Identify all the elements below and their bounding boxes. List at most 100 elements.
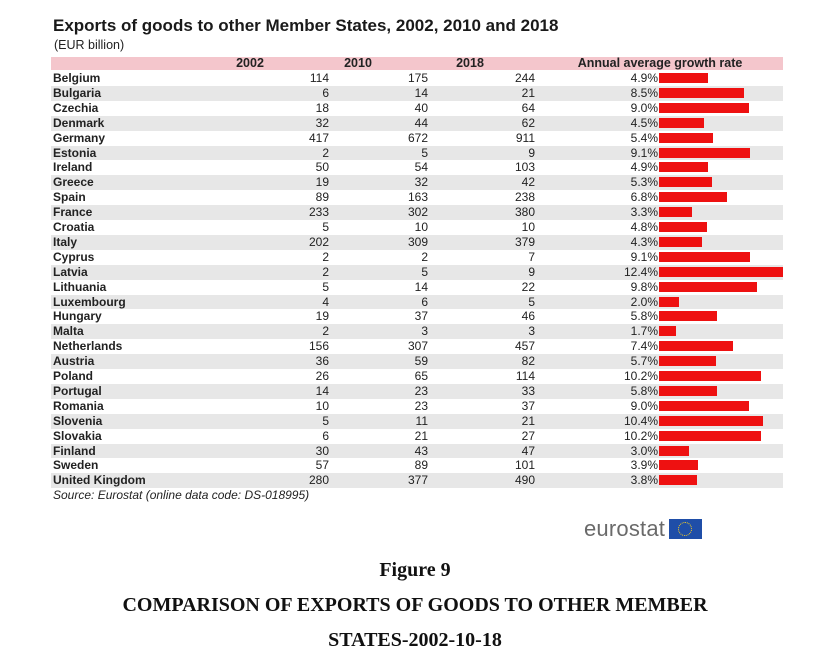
value-2010: 54	[414, 160, 428, 175]
country-label: Luxembourg	[53, 294, 126, 309]
header-2002: 2002	[236, 56, 264, 70]
growth-label: 4.8%	[630, 220, 658, 234]
table-row: Croatia 5 10 10 4.8%	[51, 220, 783, 235]
country-label: Latvia	[53, 264, 88, 279]
value-2018: 22	[521, 279, 535, 294]
growth-bar	[659, 385, 717, 396]
logo-text: eurostat	[584, 516, 666, 541]
growth-label: 10.2%	[623, 428, 658, 443]
value-2010: 21	[414, 428, 428, 443]
value-2002: 2	[322, 145, 329, 160]
country-label: United Kingdom	[53, 473, 146, 488]
table-row: Spain 89 163 238 6.8%	[51, 190, 783, 205]
table-row: Portugal 14 23 33 5.8%	[51, 383, 783, 399]
growth-label: 9.8%	[630, 279, 658, 294]
table-row: Slovakia 6 21 27 10.2%	[51, 429, 783, 444]
value-2018: 114	[515, 369, 535, 383]
value-2018: 82	[521, 354, 535, 369]
value-2002: 14	[315, 383, 329, 398]
value-2010: 5	[421, 264, 428, 279]
growth-bar	[659, 460, 698, 471]
header-growth: Annual average growth rate	[577, 56, 743, 70]
value-2018: 101	[514, 458, 535, 473]
table-row: Italy 202 309 379 4.3%	[51, 234, 783, 250]
table-row: Latvia 2 5 9 12.4%	[51, 264, 783, 280]
growth-label: 2.0%	[630, 294, 658, 309]
value-2010: 307	[407, 339, 428, 354]
country-label: Croatia	[53, 220, 95, 234]
value-2002: 202	[308, 234, 329, 249]
growth-bar	[659, 192, 727, 203]
country-label: Estonia	[53, 145, 97, 160]
country-label: Czechia	[53, 100, 99, 115]
growth-label: 1.7%	[630, 324, 658, 339]
figure-number: Figure 9	[379, 559, 451, 581]
table-row: Malta 2 3 3 1.7%	[51, 324, 783, 340]
table-row: Poland 26 65 114 10.2%	[51, 369, 783, 384]
value-2002: 5	[322, 413, 329, 428]
growth-bar	[659, 147, 750, 158]
growth-bar	[659, 251, 750, 262]
value-2002: 280	[308, 473, 329, 488]
value-2002: 233	[308, 205, 329, 220]
table-row: Slovenia 5 11 21 10.4%	[51, 413, 783, 429]
value-2002: 57	[315, 458, 329, 473]
table-row: Ireland 50 54 103 4.9%	[51, 160, 783, 175]
growth-bar	[659, 162, 708, 173]
growth-label: 4.9%	[630, 160, 658, 175]
table-row: Austria 36 59 82 5.7%	[51, 354, 783, 369]
growth-label: 4.5%	[630, 115, 658, 130]
table-row: France 233 302 380 3.3%	[51, 205, 783, 220]
table-row: Greece 19 32 42 5.3%	[51, 175, 783, 191]
value-2010: 14	[414, 279, 428, 294]
country-label: Austria	[53, 354, 95, 369]
country-label: France	[53, 205, 93, 220]
value-2010: 37	[414, 309, 428, 324]
value-2010: 40	[414, 100, 428, 115]
growth-label: 5.8%	[630, 309, 658, 324]
country-label: Romania	[53, 398, 104, 413]
value-2002: 19	[315, 175, 329, 190]
value-2018: 33	[521, 383, 535, 398]
value-2002: 2	[322, 249, 329, 264]
value-2018: 42	[521, 175, 535, 190]
growth-bar	[659, 326, 676, 337]
source-note: Source: Eurostat (online data code: DS-0…	[53, 488, 310, 502]
value-2010: 5	[421, 145, 428, 160]
value-2002: 32	[315, 115, 329, 130]
growth-label: 4.9%	[630, 71, 658, 85]
table-row: Cyprus 2 2 7 9.1%	[51, 250, 783, 265]
growth-bar	[659, 207, 692, 218]
value-2002: 5	[322, 220, 329, 234]
growth-bar	[659, 475, 697, 486]
growth-bar	[659, 445, 689, 456]
chart-title: Exports of goods to other Member States,…	[53, 16, 559, 35]
value-2002: 10	[315, 398, 329, 413]
value-2002: 2	[322, 324, 329, 339]
country-label: Germany	[53, 130, 106, 145]
value-2018: 244	[514, 71, 535, 85]
value-2010: 59	[414, 354, 428, 369]
value-2010: 10	[414, 220, 428, 234]
value-2010: 309	[407, 234, 428, 249]
growth-bar	[659, 177, 712, 188]
country-label: Belgium	[53, 71, 101, 85]
value-2018: 490	[514, 473, 535, 488]
growth-label: 5.3%	[630, 175, 658, 190]
table-row: Sweden 57 89 101 3.9%	[51, 458, 783, 473]
value-2002: 2	[322, 264, 329, 279]
growth-bar	[659, 73, 708, 83]
growth-label: 3.8%	[630, 473, 658, 488]
value-2002: 417	[308, 130, 329, 145]
growth-label: 10.4%	[623, 413, 658, 428]
eu-flag-icon	[669, 519, 703, 539]
growth-label: 5.7%	[630, 354, 658, 369]
country-label: Netherlands	[53, 339, 123, 354]
value-2010: 65	[414, 369, 428, 383]
value-2010: 302	[407, 205, 428, 220]
table-row: Netherlands 156 307 457 7.4%	[51, 339, 783, 354]
country-label: Finland	[53, 443, 96, 458]
value-2002: 26	[315, 369, 329, 383]
growth-label: 9.0%	[630, 398, 658, 413]
value-2002: 30	[315, 443, 329, 458]
